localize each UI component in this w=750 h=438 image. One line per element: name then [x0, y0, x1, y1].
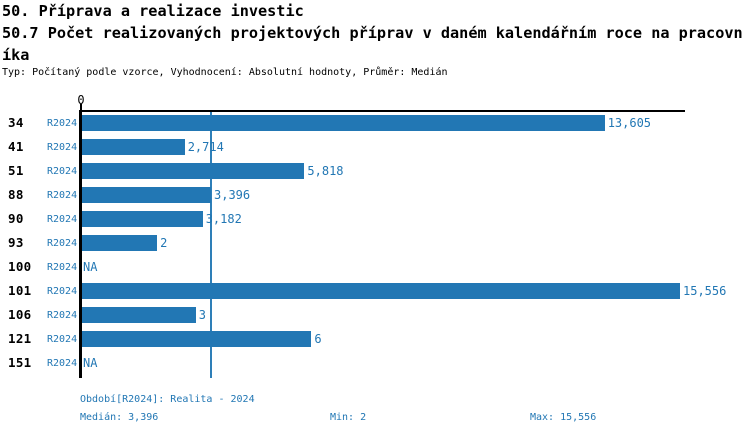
bar-row: 51 R2024 5,818	[0, 163, 750, 179]
footer-max: Max: 15,556	[530, 412, 597, 423]
row-id-label: 106	[8, 307, 32, 322]
bar	[80, 331, 312, 347]
x-axis-tick	[80, 104, 82, 111]
row-series-label: R2024	[47, 262, 78, 273]
bar-row: 151 R2024 NA	[0, 355, 750, 371]
bar-row: 101 R2024 15,556	[0, 283, 750, 299]
row-id-label: 41	[8, 139, 24, 154]
bar-row: 121 R2024 6	[0, 331, 750, 347]
bar-row: 93 R2024 2	[0, 235, 750, 251]
row-series-label: R2024	[47, 142, 78, 153]
indicator-meta: Typ: Počítaný podle vzorce, Vyhodnocení:…	[2, 67, 448, 78]
row-id-label: 90	[8, 211, 24, 226]
bar-rows: 34 R2024 13,605 41 R2024 2,714 51 R2024 5,818 88 R…	[0, 112, 750, 379]
bar-value-label: 6	[314, 332, 322, 346]
indicator-subtitle: 50.7 Počet realizovaných projektových př…	[2, 24, 743, 64]
bar-value-label: 3,396	[214, 188, 251, 202]
bar-value-label: 15,556	[683, 284, 727, 298]
row-series-label: R2024	[47, 310, 78, 321]
bar-value-label: 3,182	[205, 212, 242, 226]
median-line	[210, 112, 212, 378]
row-series-label: R2024	[47, 214, 78, 225]
row-id-label: 93	[8, 235, 24, 250]
bar	[80, 283, 680, 299]
bar-value-label: NA	[83, 356, 98, 370]
x-axis-zero-label: 0	[77, 93, 85, 107]
bar-value-label: NA	[83, 260, 98, 274]
bar-row: 106 R2024 3	[0, 307, 750, 323]
footer-median: Medián: 3,396	[80, 412, 159, 423]
row-series-label: R2024	[47, 334, 78, 345]
bar-value-label: 13,605	[607, 116, 652, 130]
row-id-label: 100	[8, 259, 32, 274]
row-id-label: 101	[8, 283, 32, 298]
bar-row: 90 R2024 3,182	[0, 211, 750, 227]
row-series-label: R2024	[47, 190, 78, 201]
bar-value-label: 3	[198, 308, 206, 322]
bar	[80, 211, 203, 227]
bar-row: 34 R2024 13,605	[0, 115, 750, 131]
row-series-label: R2024	[47, 286, 78, 297]
bar-value-label: 5,818	[307, 164, 344, 178]
bar-row: 41 R2024 2,714	[0, 139, 750, 155]
footer-min: Min: 2	[330, 412, 367, 423]
bar-value-label: 2	[160, 236, 168, 250]
row-series-label: R2024	[47, 358, 78, 369]
bar	[80, 307, 196, 323]
bar	[80, 187, 211, 203]
bar-row: 88 R2024 3,396	[0, 187, 750, 203]
bar-value-label: 2,714	[187, 140, 224, 154]
row-id-label: 121	[8, 331, 32, 346]
row-id-label: 34	[8, 115, 24, 130]
page-title: 50. Příprava a realizace investic	[2, 2, 304, 20]
row-id-label: 88	[8, 187, 24, 202]
row-id-label: 51	[8, 163, 24, 178]
row-series-label: R2024	[47, 118, 78, 129]
footer-period: Období[R2024]: Realita - 2024	[80, 394, 255, 405]
bar	[80, 139, 185, 155]
row-series-label: R2024	[47, 238, 78, 249]
bar	[80, 115, 605, 131]
y-axis-line	[79, 110, 82, 378]
bar-row: 100 R2024 NA	[0, 259, 750, 275]
bar	[80, 163, 305, 179]
x-axis-line	[80, 110, 685, 112]
row-id-label: 151	[8, 355, 32, 370]
bar	[80, 235, 158, 251]
row-series-label: R2024	[47, 166, 78, 177]
chart-header: 50. Příprava a realizace investic 50.7 P…	[2, 0, 750, 80]
